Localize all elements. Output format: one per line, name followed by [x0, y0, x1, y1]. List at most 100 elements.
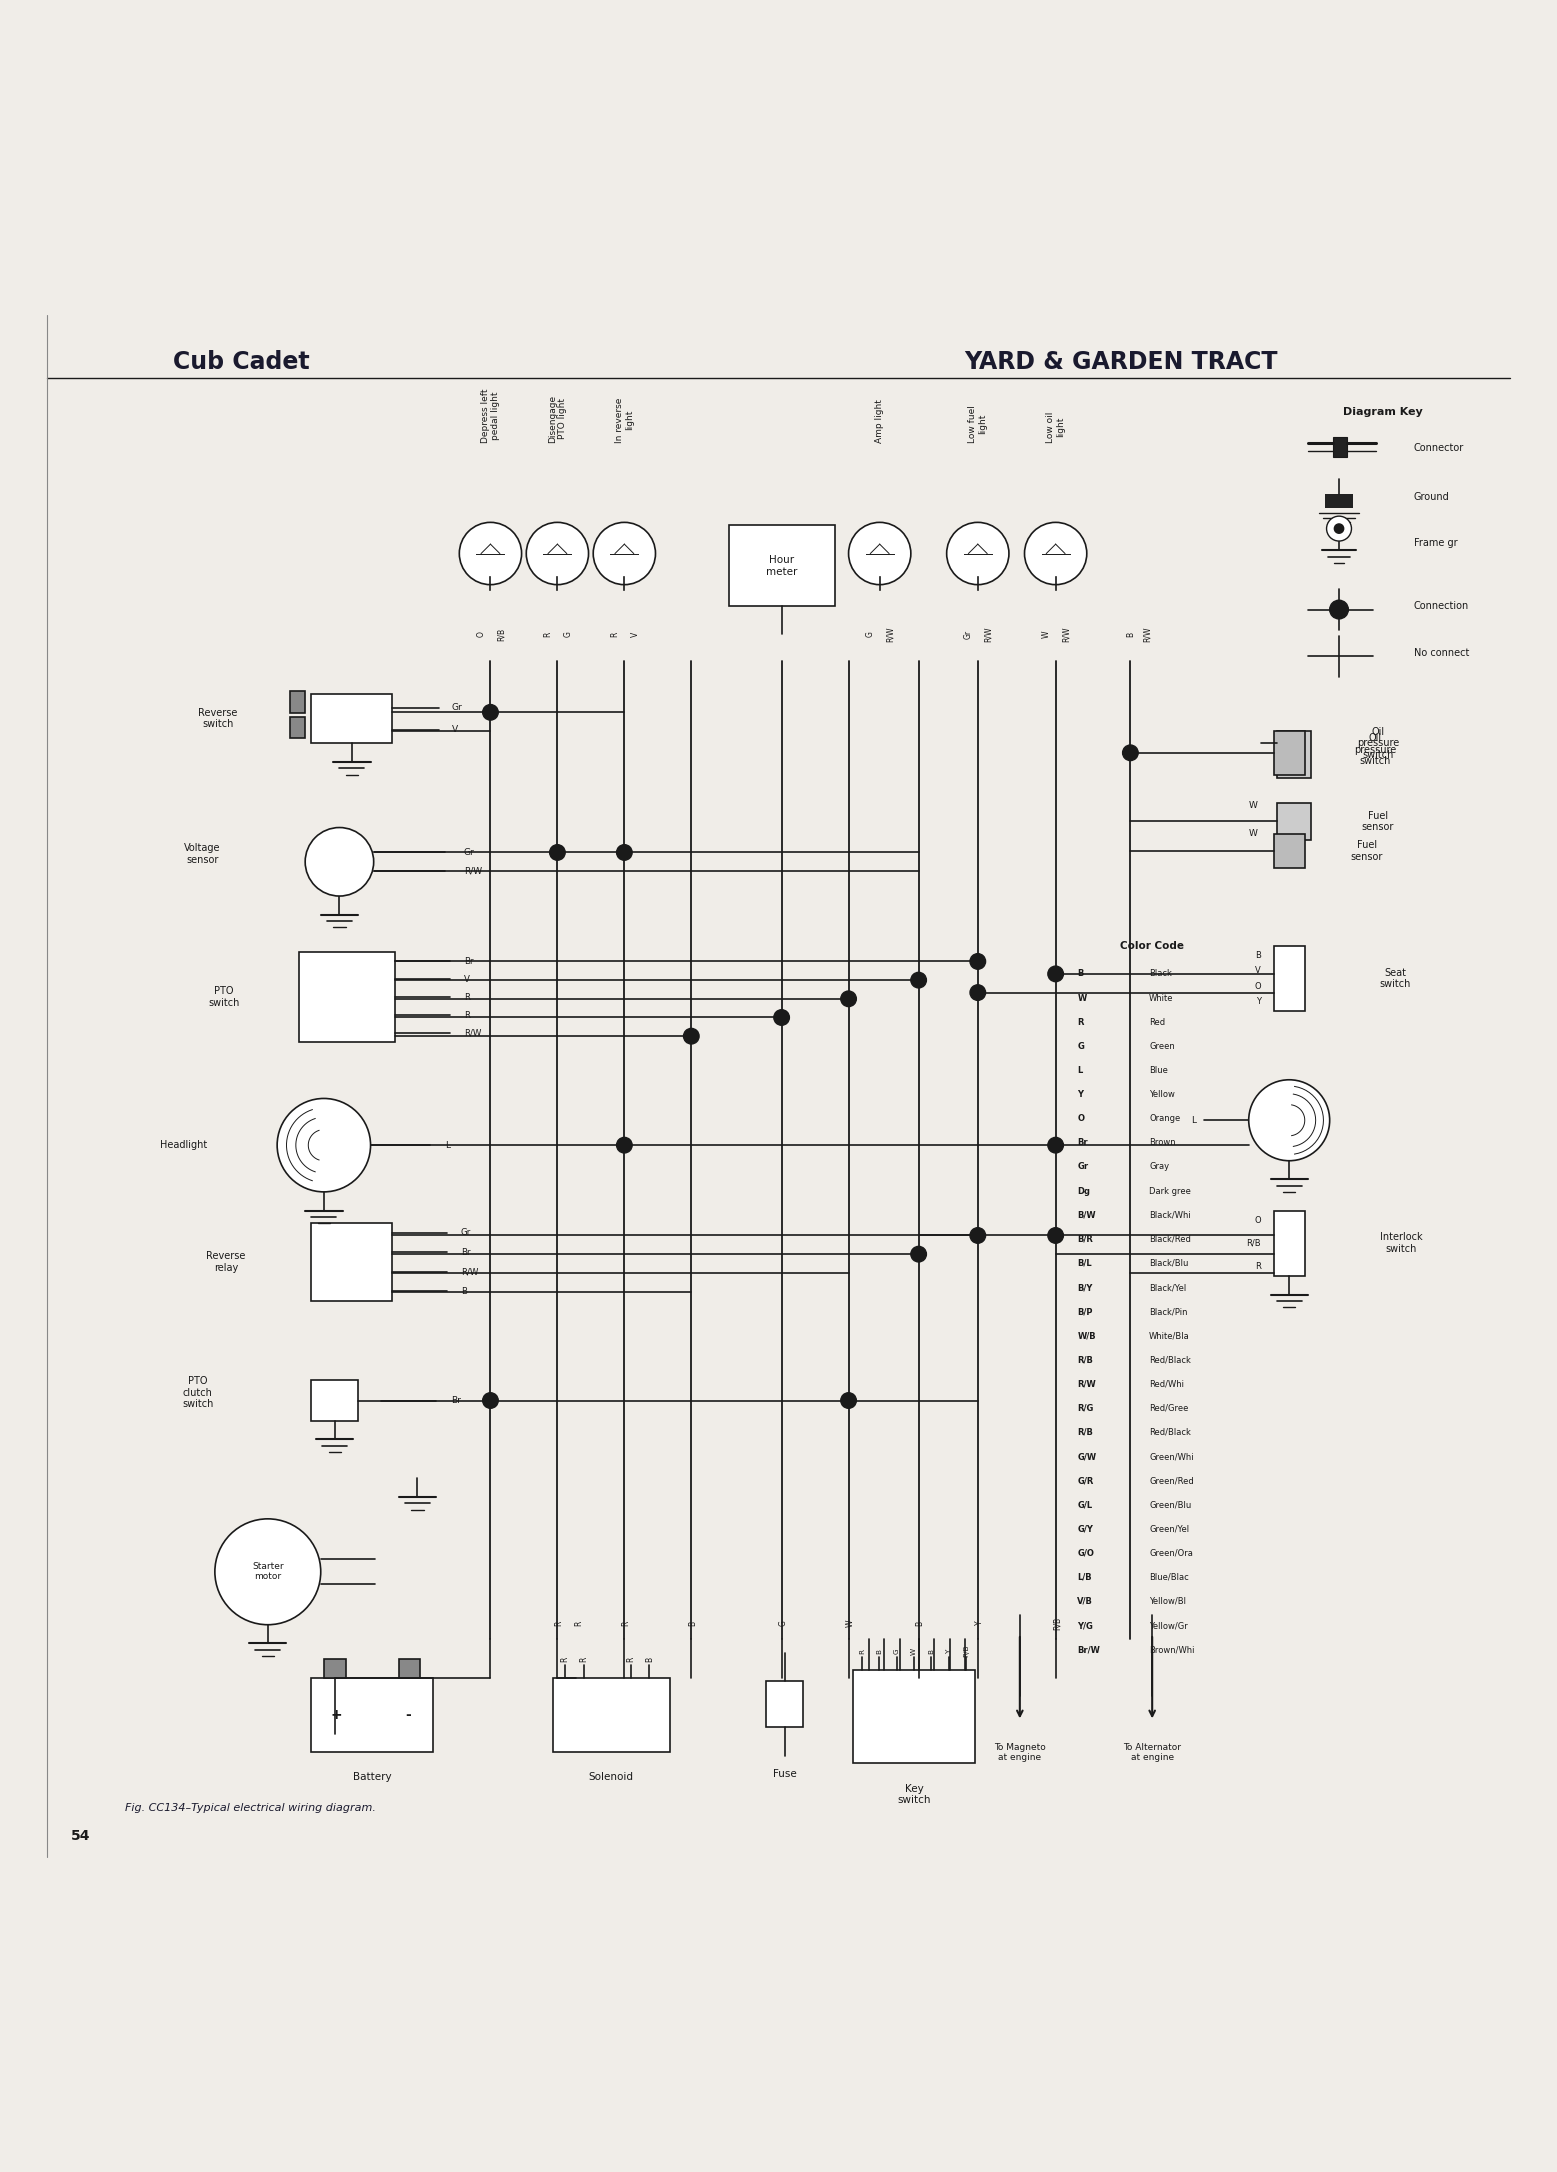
- Text: W: W: [1077, 993, 1087, 1003]
- Circle shape: [774, 1010, 789, 1025]
- Text: B/P: B/P: [1077, 1308, 1093, 1316]
- FancyBboxPatch shape: [311, 1223, 392, 1301]
- Circle shape: [841, 1392, 856, 1407]
- Text: Solenoid: Solenoid: [589, 1772, 634, 1783]
- FancyBboxPatch shape: [1274, 732, 1305, 775]
- FancyBboxPatch shape: [613, 558, 635, 578]
- Text: Starter
motor: Starter motor: [252, 1562, 283, 1581]
- Text: Red/Black: Red/Black: [1149, 1427, 1191, 1438]
- FancyBboxPatch shape: [1277, 804, 1311, 841]
- Text: Red/Gree: Red/Gree: [1149, 1403, 1188, 1412]
- FancyBboxPatch shape: [1333, 437, 1347, 456]
- Circle shape: [684, 1027, 699, 1045]
- Circle shape: [593, 523, 655, 584]
- Text: Seat
switch: Seat switch: [1380, 969, 1411, 990]
- Text: B: B: [1126, 632, 1135, 636]
- FancyBboxPatch shape: [1274, 834, 1305, 869]
- Circle shape: [526, 523, 589, 584]
- Text: B/Y: B/Y: [1077, 1284, 1093, 1292]
- Text: L: L: [1077, 1066, 1082, 1075]
- Text: Fuel
sensor: Fuel sensor: [1351, 841, 1383, 862]
- Text: Green/Whi: Green/Whi: [1149, 1453, 1194, 1462]
- Text: Fuse: Fuse: [772, 1770, 797, 1779]
- Text: Br: Br: [452, 1397, 461, 1405]
- Circle shape: [617, 1138, 632, 1153]
- Text: Y/G: Y/G: [1077, 1620, 1093, 1629]
- Text: B: B: [1077, 969, 1084, 977]
- FancyBboxPatch shape: [853, 1670, 975, 1764]
- Circle shape: [1048, 1227, 1063, 1242]
- FancyBboxPatch shape: [299, 951, 395, 1043]
- FancyBboxPatch shape: [399, 1659, 420, 1677]
- Text: B: B: [877, 1649, 883, 1653]
- Text: Dark gree: Dark gree: [1149, 1186, 1191, 1195]
- Circle shape: [911, 973, 926, 988]
- Text: G/W: G/W: [1077, 1453, 1096, 1462]
- Circle shape: [483, 1392, 498, 1407]
- Text: Low oil
light: Low oil light: [1046, 411, 1065, 443]
- Text: B: B: [688, 1620, 698, 1625]
- Text: Frame gr: Frame gr: [1414, 539, 1457, 547]
- Text: G/R: G/R: [1077, 1477, 1095, 1486]
- Text: B: B: [1255, 951, 1261, 960]
- Text: +: +: [330, 1707, 343, 1722]
- Text: R: R: [554, 1620, 564, 1627]
- Text: Oil
pressure
switch: Oil pressure switch: [1353, 734, 1397, 767]
- Text: YARD & GARDEN TRACT: YARD & GARDEN TRACT: [964, 350, 1278, 374]
- Circle shape: [1330, 599, 1348, 619]
- Text: White: White: [1149, 993, 1174, 1003]
- Text: R/G: R/G: [1077, 1403, 1095, 1412]
- Text: Battery: Battery: [353, 1772, 391, 1783]
- Text: Hour
meter: Hour meter: [766, 556, 797, 578]
- Text: R: R: [464, 993, 470, 1001]
- Text: R: R: [610, 632, 620, 636]
- Text: V: V: [452, 725, 458, 734]
- Text: Fuel
sensor: Fuel sensor: [1362, 810, 1394, 832]
- Text: B/L: B/L: [1077, 1260, 1091, 1268]
- Circle shape: [911, 1247, 926, 1262]
- Text: G/O: G/O: [1077, 1549, 1095, 1557]
- Text: Gr: Gr: [464, 847, 475, 858]
- Text: R/B: R/B: [497, 628, 506, 641]
- Text: Gray: Gray: [1149, 1162, 1169, 1171]
- Text: B/W: B/W: [1077, 1210, 1096, 1221]
- Text: Br: Br: [1077, 1138, 1088, 1147]
- Text: Fig. CC134–Typical electrical wiring diagram.: Fig. CC134–Typical electrical wiring dia…: [125, 1803, 375, 1814]
- Text: R: R: [621, 1620, 631, 1627]
- Text: R/B: R/B: [1053, 1616, 1062, 1629]
- Text: B: B: [928, 1649, 934, 1653]
- Text: To Alternator
at engine: To Alternator at engine: [1123, 1742, 1182, 1761]
- Text: O: O: [476, 632, 486, 636]
- Text: Y: Y: [1256, 997, 1261, 1006]
- Text: O: O: [1077, 1114, 1084, 1123]
- Circle shape: [970, 984, 986, 1001]
- Text: Voltage
sensor: Voltage sensor: [184, 843, 221, 864]
- Text: L/B: L/B: [1077, 1573, 1091, 1581]
- Circle shape: [1327, 517, 1351, 541]
- Circle shape: [305, 828, 374, 897]
- Text: L: L: [445, 1140, 450, 1149]
- Circle shape: [841, 990, 856, 1006]
- FancyBboxPatch shape: [311, 693, 392, 743]
- Text: R/W: R/W: [886, 628, 895, 643]
- Text: R/W: R/W: [461, 1266, 478, 1277]
- FancyBboxPatch shape: [480, 558, 501, 578]
- Text: V/B: V/B: [1077, 1596, 1093, 1605]
- Text: Black/Whi: Black/Whi: [1149, 1210, 1191, 1221]
- Circle shape: [1123, 745, 1138, 760]
- Text: R: R: [464, 1010, 470, 1021]
- Text: Cub Cadet: Cub Cadet: [173, 350, 310, 374]
- Text: G: G: [866, 632, 875, 636]
- Text: To Magneto
at engine: To Magneto at engine: [993, 1742, 1046, 1761]
- FancyBboxPatch shape: [311, 1677, 433, 1753]
- FancyBboxPatch shape: [311, 1379, 358, 1420]
- Text: Red: Red: [1149, 1019, 1165, 1027]
- FancyBboxPatch shape: [1274, 945, 1305, 1012]
- Text: W: W: [845, 1620, 855, 1627]
- Text: O: O: [1255, 982, 1261, 990]
- Text: W: W: [1042, 630, 1051, 639]
- Text: Black/Yel: Black/Yel: [1149, 1284, 1186, 1292]
- Text: G/L: G/L: [1077, 1501, 1093, 1510]
- Text: R/W: R/W: [1077, 1379, 1096, 1388]
- Text: Yellow: Yellow: [1149, 1090, 1176, 1099]
